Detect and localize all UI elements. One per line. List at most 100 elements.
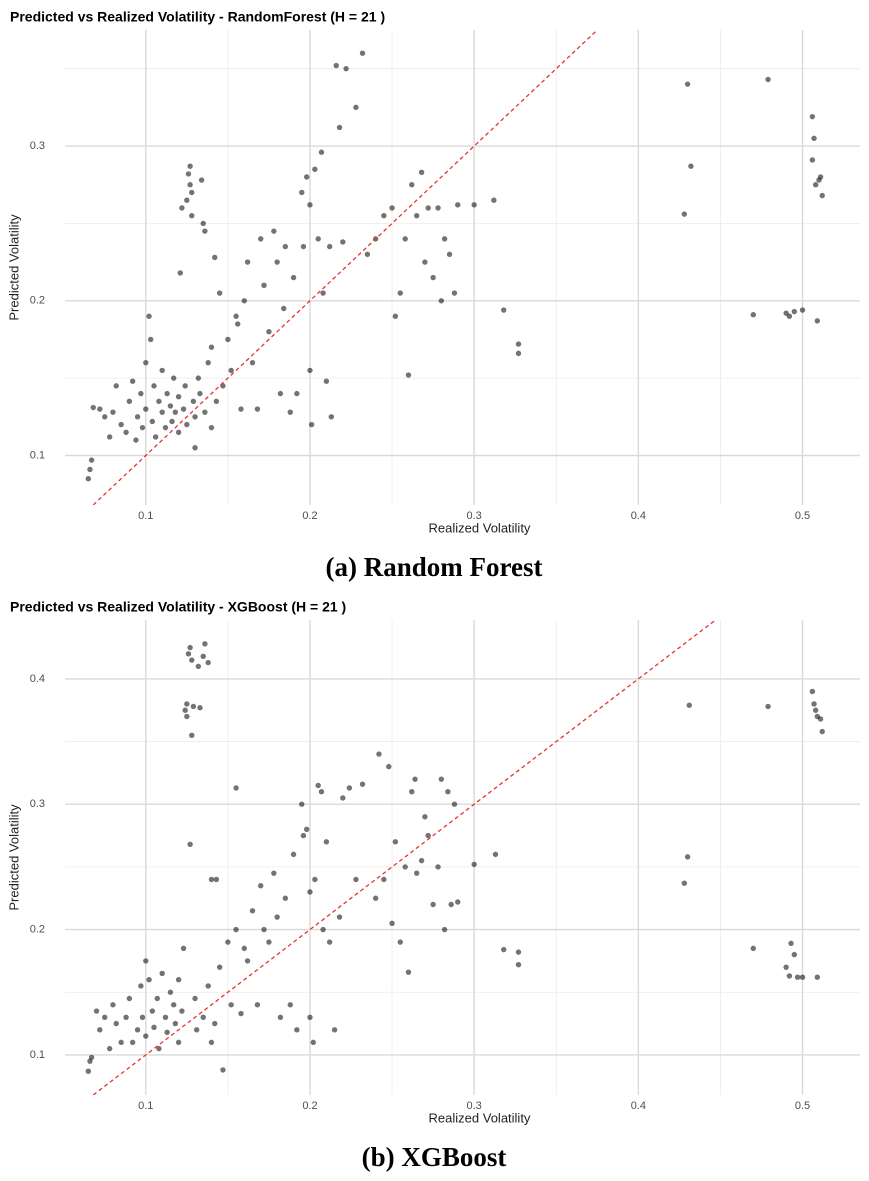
point	[405, 372, 412, 378]
point	[435, 864, 441, 870]
point	[422, 259, 428, 265]
caption: (a) Random Forest	[326, 552, 543, 582]
point	[190, 398, 197, 405]
point	[97, 406, 103, 412]
point	[233, 926, 239, 933]
y-tick-label: 0.4	[30, 673, 45, 685]
point	[300, 243, 307, 250]
x-axis-title: Realized Volatility	[429, 520, 531, 535]
point	[515, 350, 522, 357]
point	[208, 424, 215, 431]
point	[106, 1045, 113, 1052]
point	[162, 1014, 169, 1020]
point	[208, 344, 215, 350]
point	[438, 298, 445, 304]
x-tick-label: 0.2	[302, 510, 317, 522]
point	[819, 728, 825, 735]
point	[455, 202, 461, 208]
point	[172, 409, 179, 415]
point	[187, 182, 193, 188]
point	[192, 445, 198, 451]
point	[397, 290, 403, 296]
point	[681, 211, 688, 217]
point	[425, 832, 431, 839]
point	[389, 205, 395, 211]
point	[684, 854, 691, 860]
point	[372, 895, 379, 901]
point	[326, 939, 333, 945]
point	[216, 964, 223, 970]
point	[182, 707, 188, 713]
point	[381, 876, 387, 883]
y-tick-label: 0.3	[30, 140, 45, 152]
point	[274, 914, 280, 920]
point	[310, 1039, 316, 1046]
point	[85, 475, 92, 482]
point	[451, 801, 458, 807]
point	[162, 424, 169, 431]
point	[190, 703, 197, 710]
y-tick-label: 0.1	[30, 1049, 45, 1061]
point	[788, 940, 794, 947]
point	[397, 939, 403, 945]
point	[451, 290, 458, 296]
point	[307, 202, 313, 208]
point	[336, 124, 343, 131]
point	[148, 336, 154, 343]
point	[308, 421, 315, 428]
y-axis-title: Predicted Volatility	[6, 214, 21, 321]
point	[441, 236, 448, 242]
point	[134, 414, 141, 420]
point	[197, 705, 203, 711]
chart-title: Predicted vs Realized Volatility - Rando…	[10, 9, 385, 25]
point	[110, 1002, 116, 1008]
point	[200, 1014, 206, 1020]
point	[318, 789, 325, 795]
point	[299, 801, 305, 807]
point	[184, 713, 190, 720]
point	[765, 76, 771, 83]
point	[266, 329, 272, 335]
point	[786, 313, 793, 319]
point	[386, 763, 392, 770]
point	[681, 880, 688, 886]
point	[184, 701, 190, 707]
point	[323, 378, 330, 384]
point	[197, 390, 203, 397]
point	[129, 378, 136, 384]
point	[156, 1045, 162, 1052]
point	[422, 814, 428, 820]
point	[167, 989, 174, 995]
point	[198, 177, 205, 183]
point	[193, 1027, 200, 1033]
point	[143, 359, 149, 366]
point	[208, 876, 215, 883]
point	[177, 270, 183, 276]
point	[110, 409, 116, 415]
point	[238, 406, 244, 412]
point	[786, 973, 793, 979]
point	[294, 1027, 300, 1033]
point	[164, 390, 170, 397]
point	[307, 367, 313, 374]
point	[809, 157, 816, 163]
point	[258, 236, 264, 242]
point	[287, 409, 293, 415]
point	[202, 228, 208, 234]
point	[320, 290, 326, 296]
point	[430, 901, 436, 908]
point	[228, 1002, 234, 1008]
x-tick-label: 0.3	[467, 1100, 482, 1112]
point	[287, 1002, 293, 1008]
point	[280, 305, 287, 312]
point	[170, 375, 177, 381]
point	[343, 65, 349, 72]
point	[213, 398, 220, 405]
point	[412, 776, 418, 782]
point	[409, 182, 415, 188]
point	[331, 1027, 338, 1033]
point	[249, 908, 256, 914]
point	[430, 274, 436, 281]
point	[323, 839, 330, 845]
point	[192, 414, 198, 420]
